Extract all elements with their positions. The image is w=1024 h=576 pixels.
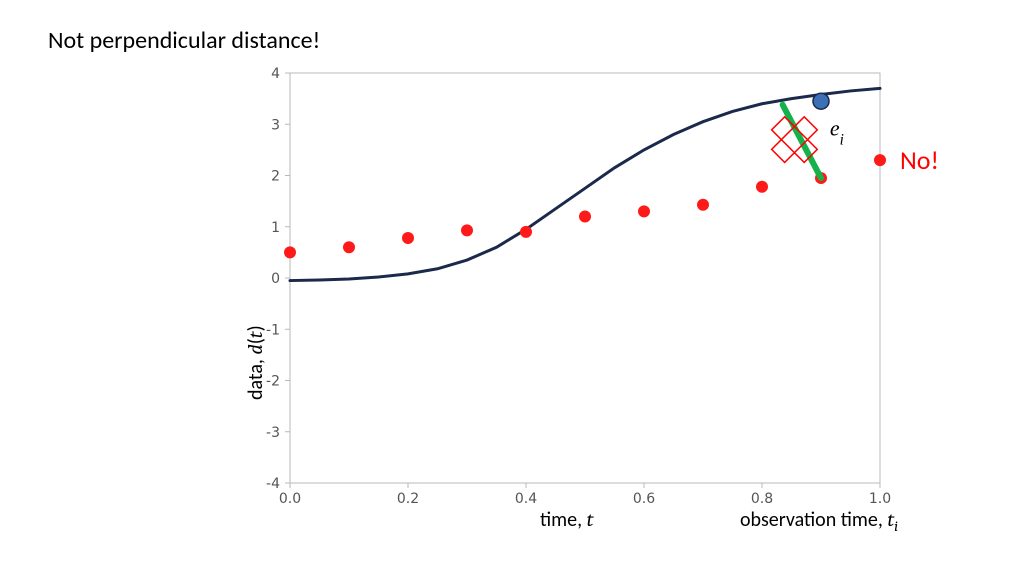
data-point <box>756 181 768 193</box>
data-point <box>461 224 473 236</box>
y-tick-label: -4 <box>266 476 280 492</box>
no-annotation: No! <box>900 144 939 176</box>
x-tick-label: 0.4 <box>515 491 537 507</box>
x-tick-label: 1.0 <box>869 491 891 507</box>
y-tick-label: 3 <box>271 117 280 133</box>
y-axis-label: data, d(t) <box>244 325 268 400</box>
y-tick-label: 4 <box>271 66 280 82</box>
observation-time-label: observation time, ti <box>740 508 898 535</box>
slide: Not perpendicular distance! 0.00.20.40.6… <box>0 0 1024 576</box>
x-tick-label: 0.8 <box>751 491 773 507</box>
y-tick-label: -1 <box>266 322 280 338</box>
x-tick-label: 0.2 <box>397 491 419 507</box>
data-point <box>284 246 296 258</box>
data-point <box>343 241 355 253</box>
y-tick-label: 1 <box>271 220 280 236</box>
data-point <box>579 211 591 223</box>
y-tick-label: 2 <box>271 169 280 185</box>
y-tick-label: -3 <box>266 425 280 441</box>
y-tick-label: 0 <box>271 271 280 287</box>
data-point <box>697 199 709 211</box>
x-tick-label: 0.0 <box>279 491 301 507</box>
data-point <box>402 232 414 244</box>
x-tick-label: 0.6 <box>633 491 655 507</box>
data-point <box>638 205 650 217</box>
chart: 0.00.20.40.60.81.0-4-3-2-101234ei <box>240 23 930 538</box>
curve-highlight-point <box>813 93 829 109</box>
data-point <box>874 154 886 166</box>
x-axis-label: time, t <box>540 508 593 532</box>
y-tick-label: -2 <box>266 374 280 390</box>
chart-svg: 0.00.20.40.60.81.0-4-3-2-101234ei <box>240 23 930 533</box>
data-point <box>520 226 532 238</box>
